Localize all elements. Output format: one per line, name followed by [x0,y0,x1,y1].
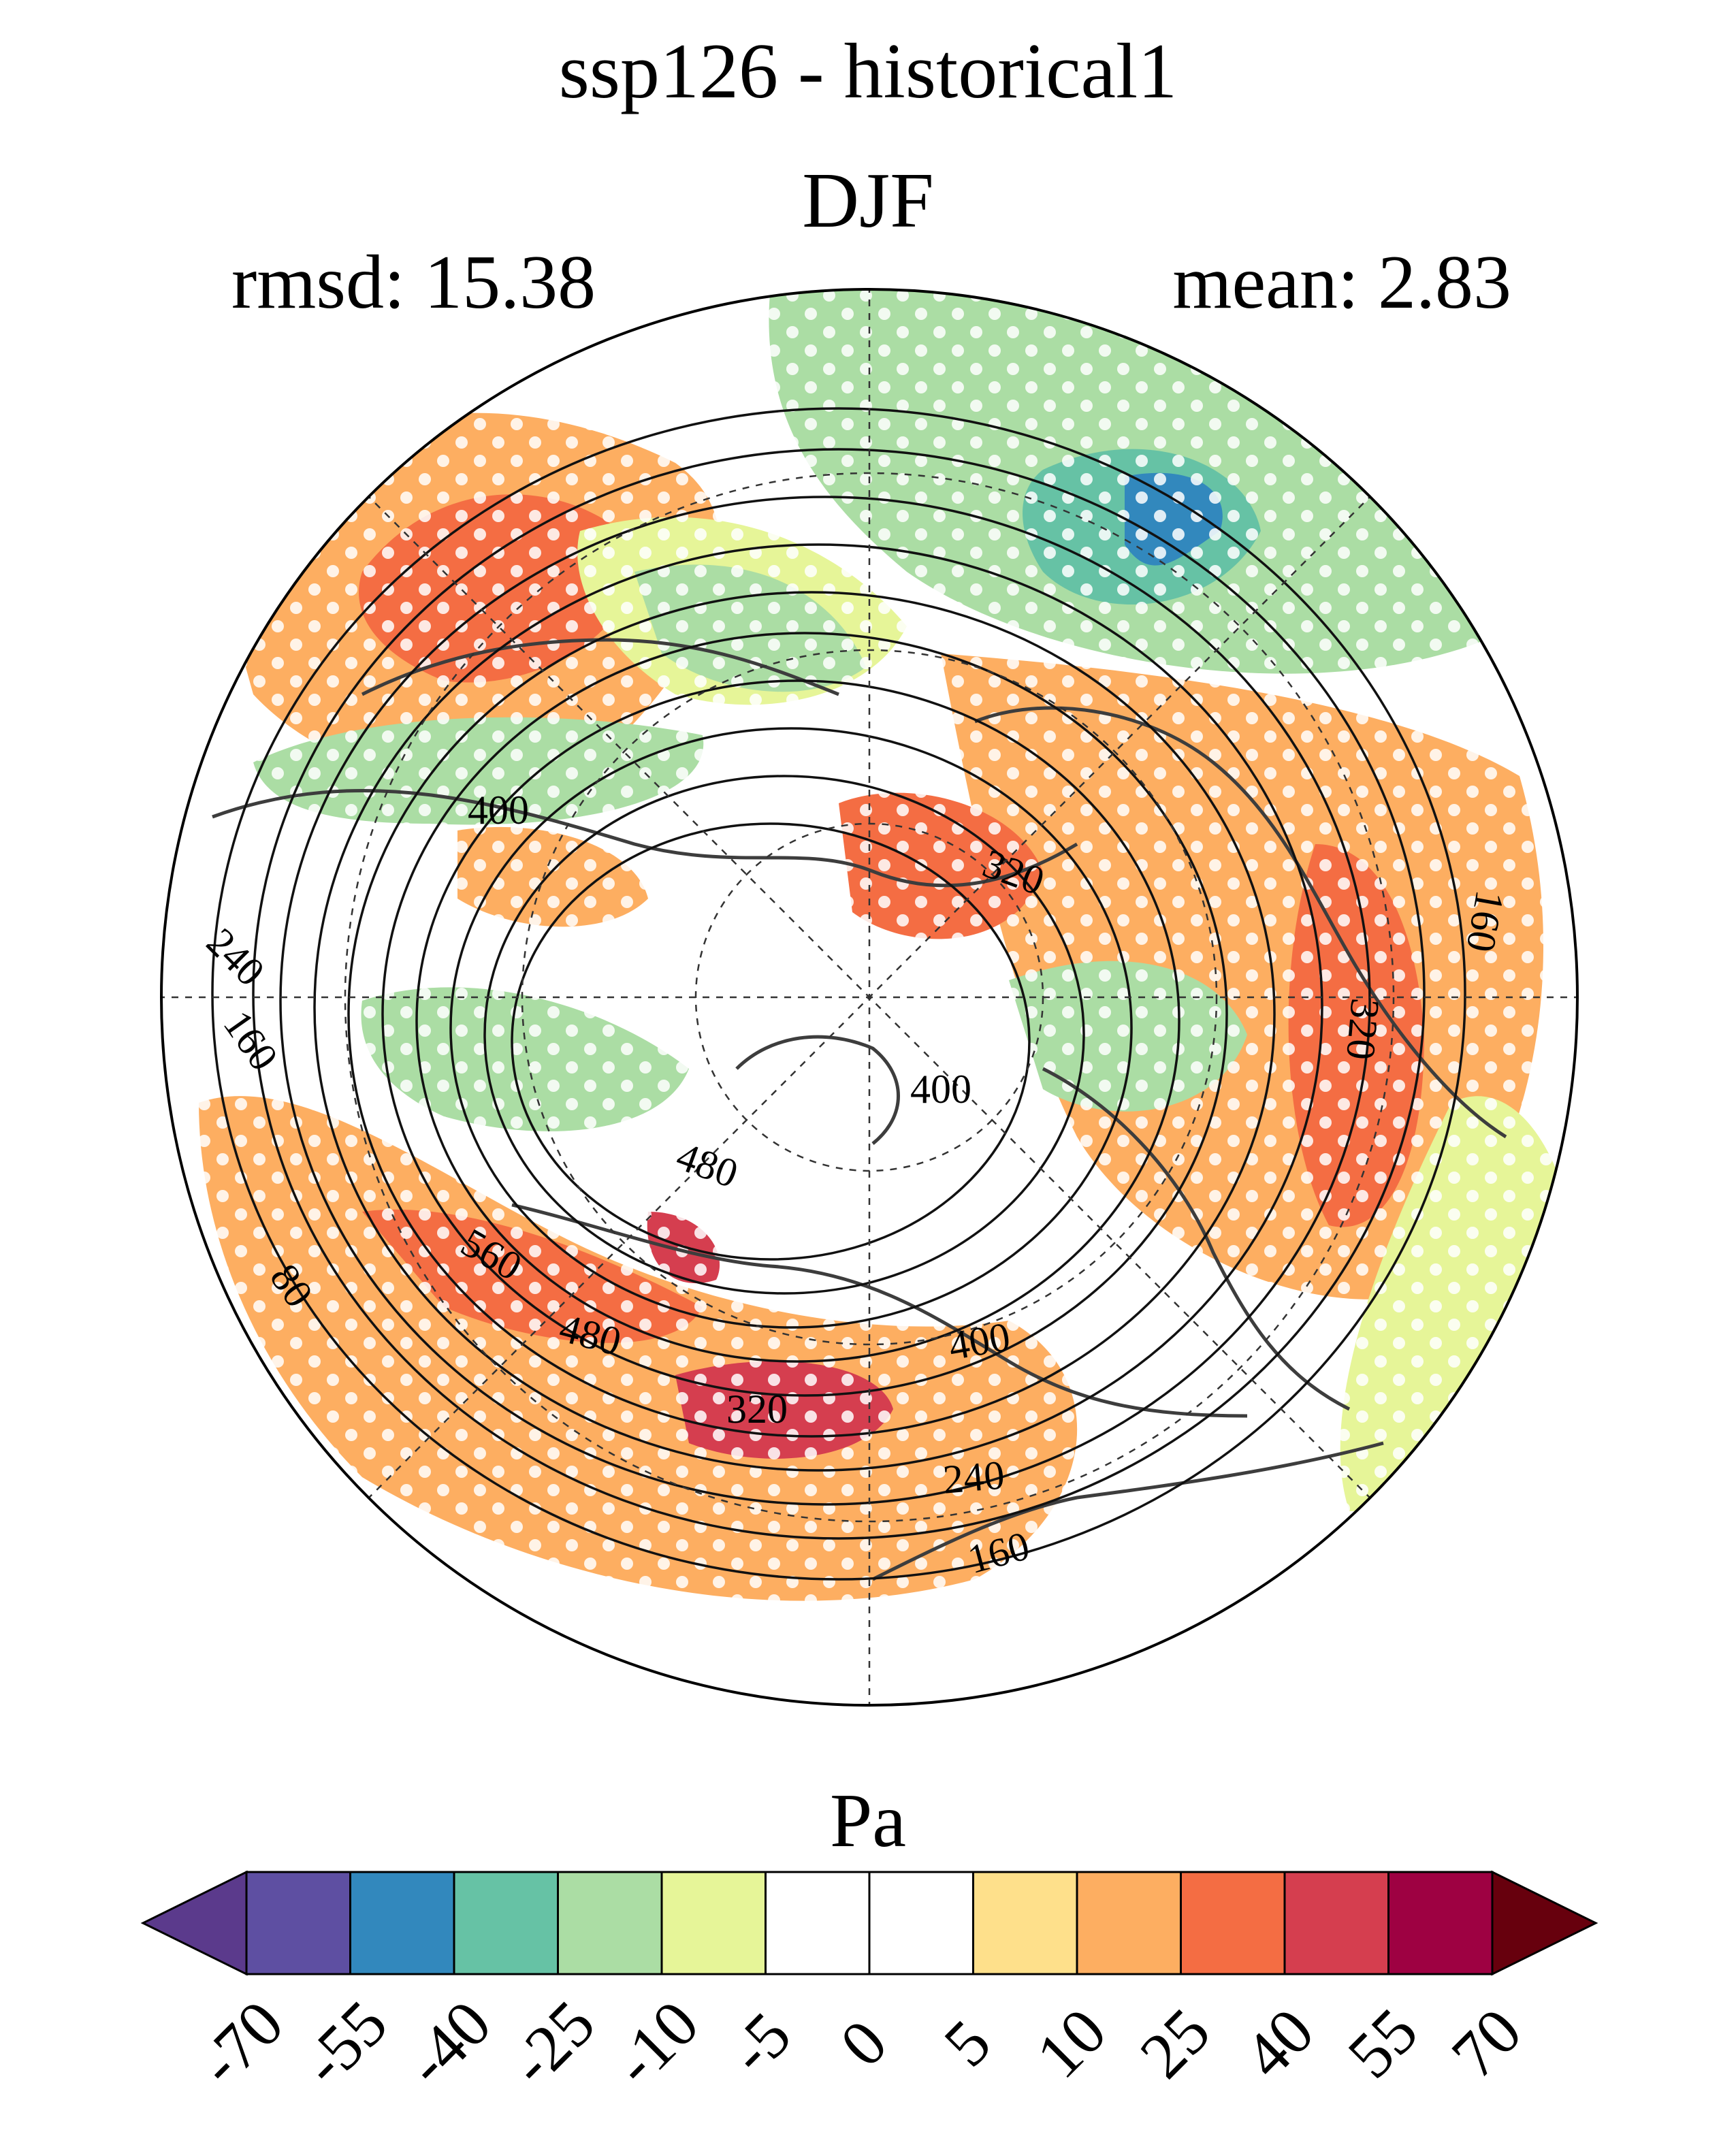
contour-label: 320 [1338,997,1388,1061]
colorbar-tick-label: 55 [1334,1994,1432,2092]
contour-label: 240 [942,1452,1006,1502]
contour-label: 400 [468,788,529,833]
colorbar-box [1180,1871,1286,1975]
season-label: DJF [802,157,934,244]
map-boundary [160,288,1579,1707]
colorbar-over-triangle [1491,1870,1598,1976]
colorbar-box [765,1871,871,1975]
mean-label: mean: 2.83 [1172,240,1511,325]
colorbar-box [349,1871,455,1975]
colorbar-box [1387,1871,1494,1975]
contour-label: 160 [1458,887,1513,955]
colorbar-tick-label: -5 [715,1998,805,2088]
colorbar-box [1076,1871,1182,1975]
colorbar-tick-label: 0 [826,2005,901,2080]
colorbar-box [972,1871,1078,1975]
rmsd-label: rmsd: 15.38 [231,240,596,325]
colorbar-tick-label: 70 [1437,1994,1535,2092]
colorbar-tick-label: -25 [496,1986,609,2099]
colorbar-tick-label: 5 [930,2005,1005,2080]
colorbar-tick-label: -10 [599,1986,712,2099]
colorbar-box [453,1871,559,1975]
colorbar: -70-55-40-25-10 -5 0 5 10 25 40 55 70 [140,1870,1598,2099]
contour-label: 400 [945,1314,1013,1369]
colorbar-box [557,1871,663,1975]
colorbar-box [245,1871,351,1975]
polar-map: 400 320 240 160 80 560 480 400 320 240 1… [160,288,1579,1707]
colorbar-box [1283,1871,1389,1975]
colorbar-tick-label: -55 [288,1986,401,2099]
anomaly-field [161,289,1577,1705]
colorbar-tick-label: -40 [391,1986,504,2099]
colorbar-box [868,1871,974,1975]
colorbar-tick-label: -70 [184,1986,297,2099]
contour-label: 400 [910,1067,971,1112]
colorbar-box [660,1871,767,1975]
colorbar-tick-label: 40 [1229,1994,1328,2092]
figure-title: ssp126 - historical1 [558,28,1178,115]
colorbar-under-triangle [140,1870,248,1976]
colorbar-tick-label: 10 [1022,1994,1120,2092]
contour-label: 320 [726,1387,788,1432]
colorbar-unit: Pa [830,1779,906,1863]
colorbar-tick-label: 25 [1126,1994,1224,2092]
